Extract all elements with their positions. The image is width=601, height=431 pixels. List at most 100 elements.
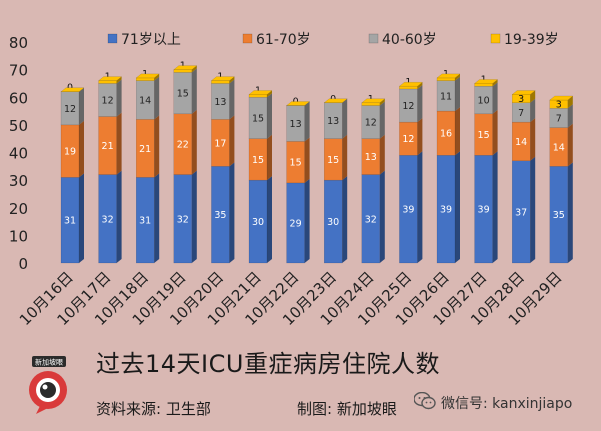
bar-segment-side (567, 96, 573, 109)
bar-top (361, 98, 386, 103)
data-label: 7 (518, 108, 524, 119)
bar-segment-side (492, 151, 498, 263)
bar-stack: 3213121 (361, 94, 386, 264)
bar-segment-side (455, 151, 460, 263)
bar-stack: 3015151 (248, 85, 273, 264)
data-label: 21 (139, 144, 151, 155)
y-tick-label: 30 (9, 172, 28, 190)
bars: 3119120322112131211413222151351713130151… (60, 61, 574, 264)
bar-segment-side (79, 120, 84, 178)
bar-segment-side (342, 176, 348, 263)
data-label: 15 (252, 113, 264, 124)
bar-segment-side (379, 98, 385, 106)
bar-segment-side (229, 162, 235, 263)
bar-stack: 3916111 (436, 69, 461, 264)
data-label: 3 (518, 94, 524, 105)
footer-source: 资料来源: 卫生部 (96, 400, 211, 418)
bar-top (60, 87, 85, 92)
data-label: 12 (365, 118, 377, 129)
legend-label: 40-60岁 (382, 32, 437, 48)
y-tick-label: 0 (18, 255, 28, 273)
data-label: 32 (102, 214, 114, 225)
data-label: 14 (515, 137, 527, 148)
bar-segment-side (455, 73, 460, 81)
y-tick-label: 80 (9, 34, 28, 52)
bar-segment-side (191, 68, 197, 114)
bar-segment-side (567, 123, 573, 167)
bar-top (248, 90, 273, 95)
bar-segment-side (267, 90, 272, 98)
data-label: 13 (214, 97, 226, 108)
data-label: 15 (478, 130, 490, 141)
data-label: 13 (365, 152, 377, 163)
data-label: 7 (556, 113, 562, 124)
bar-segment-side (116, 170, 122, 263)
data-label: 15 (290, 158, 302, 169)
wechat-id: 微信号: kanxinjiapo (413, 391, 573, 414)
bar-segment-side (304, 178, 310, 263)
bar-segment-side (567, 162, 573, 263)
logo-text: 新加坡眼 (35, 358, 63, 367)
bar-top (98, 76, 123, 81)
bar-segment-side (530, 118, 536, 161)
bar-segment-side (154, 173, 160, 263)
y-tick-label: 10 (9, 227, 28, 245)
bar-segment-side (379, 101, 385, 139)
bar-segment-side (417, 84, 423, 123)
data-label: 32 (177, 214, 189, 225)
bar-segment-side (191, 109, 197, 175)
data-label: 3 (556, 100, 562, 111)
y-tick-label: 20 (9, 200, 28, 218)
bar-segment-side (116, 112, 122, 175)
bar-stack: 3222151 (173, 61, 198, 264)
bar-segment-side (530, 98, 536, 123)
bar-segment-side (154, 73, 160, 81)
bar-segment-side (492, 82, 498, 114)
bar-segment-side (567, 104, 573, 128)
data-label: 31 (139, 216, 151, 227)
bar-top (474, 79, 499, 84)
legend-label: 19-39岁 (504, 32, 559, 48)
bar-segment (549, 108, 568, 128)
bar-segment-side (417, 151, 423, 263)
bar-segment-side (267, 134, 272, 181)
data-label: 10 (478, 96, 490, 107)
bar-top (210, 76, 235, 81)
y-tick-label: 50 (9, 117, 28, 135)
legend-swatch (368, 33, 379, 44)
bar-stack: 2915130 (286, 97, 311, 264)
bar-top (511, 90, 536, 95)
data-label: 22 (177, 140, 189, 151)
y-tick-label: 40 (9, 145, 28, 163)
bar-top (173, 65, 198, 70)
wechat-icon (413, 391, 436, 414)
legend-label: 71岁以上 (121, 32, 181, 48)
data-label: 39 (402, 205, 414, 216)
bar-segment-side (79, 87, 84, 125)
data-label: 39 (440, 205, 452, 216)
bar-segment-side (455, 107, 460, 156)
bar-top (286, 101, 311, 106)
data-label: 35 (553, 210, 565, 221)
bar-segment (399, 88, 418, 123)
wechat-label: 微信号: kanxinjiapo (441, 396, 573, 412)
bar-segment-side (455, 76, 460, 112)
data-label: 14 (553, 142, 565, 153)
bar-top (135, 73, 160, 79)
bar-segment-side (417, 118, 423, 156)
legend-swatch (242, 33, 253, 44)
data-label: 14 (139, 96, 151, 107)
data-label: 39 (478, 205, 490, 216)
legend-swatch (107, 33, 118, 44)
y-tick-label: 60 (9, 89, 28, 107)
bar-top (436, 73, 461, 79)
bar-stack: 37 14 7 3 (511, 90, 536, 264)
data-label: 30 (252, 217, 264, 228)
bar-segment-side (492, 109, 498, 156)
data-label: 13 (290, 119, 302, 130)
data-label: 13 (327, 116, 339, 127)
x-axis: 10月16日10月17日10月18日10月19日10月20日10月21日10月2… (16, 268, 566, 329)
bar-segment-side (530, 156, 536, 263)
bar-stack: 3915101 (474, 74, 499, 264)
